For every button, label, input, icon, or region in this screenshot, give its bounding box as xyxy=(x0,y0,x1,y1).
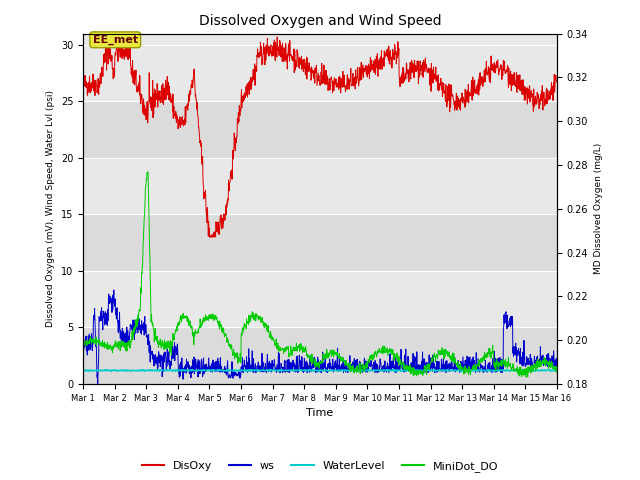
Legend: DisOxy, ws, WaterLevel, MiniDot_DO: DisOxy, ws, WaterLevel, MiniDot_DO xyxy=(137,457,503,477)
Title: Dissolved Oxygen and Wind Speed: Dissolved Oxygen and Wind Speed xyxy=(198,14,442,28)
Y-axis label: MD Dissolved Oxygen (mg/L): MD Dissolved Oxygen (mg/L) xyxy=(594,143,603,275)
Y-axis label: Dissolved Oxygen (mV), Wind Speed, Water Lvl (psi): Dissolved Oxygen (mV), Wind Speed, Water… xyxy=(47,90,56,327)
X-axis label: Time: Time xyxy=(307,408,333,418)
Text: EE_met: EE_met xyxy=(93,35,138,45)
Bar xyxy=(83,327,557,384)
Bar xyxy=(83,215,557,271)
Bar xyxy=(83,101,557,158)
